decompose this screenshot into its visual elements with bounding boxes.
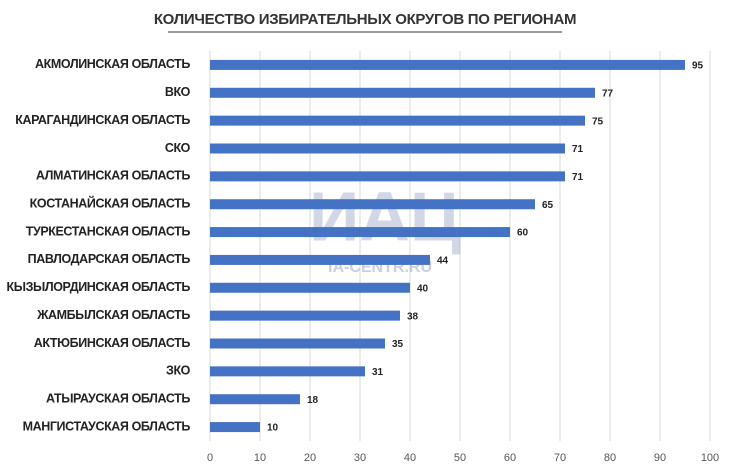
value-label: 35 — [392, 339, 404, 350]
bar — [210, 310, 400, 321]
y-tick-label: ЗКО — [166, 364, 191, 378]
y-tick-label: АКТЮБИНСКАЯ ОБЛАСТЬ — [34, 336, 191, 350]
value-label: 31 — [372, 367, 384, 378]
x-tick-label: 40 — [404, 452, 416, 464]
y-tick-label: ЖАМБЫЛСКАЯ ОБЛАСТЬ — [36, 308, 190, 322]
value-label: 60 — [517, 228, 529, 239]
x-tick-label: 80 — [604, 452, 616, 464]
x-tick-label: 0 — [207, 452, 213, 464]
x-tick-label: 10 — [254, 452, 266, 464]
x-tick-label: 30 — [354, 452, 366, 464]
y-tick-label: ПАВЛОДАРСКАЯ ОБЛАСТЬ — [28, 252, 191, 266]
value-label: 44 — [437, 256, 449, 267]
bar — [210, 171, 565, 182]
bar — [210, 87, 595, 98]
value-label: 75 — [592, 116, 604, 127]
y-tick-label: АЛМАТИНСКАЯ ОБЛАСТЬ — [36, 169, 191, 183]
bar — [210, 366, 365, 377]
x-tick-label: 50 — [454, 452, 466, 464]
y-tick-label: ТУРКЕСТАНСКАЯ ОБЛАСТЬ — [26, 224, 191, 238]
y-tick-label: АТЫРАУСКАЯ ОБЛАСТЬ — [46, 392, 190, 406]
x-tick-label: 20 — [304, 452, 316, 464]
y-tick-label: ВКО — [165, 85, 191, 99]
chart-title: КОЛИЧЕСТВО ИЗБИРАТЕЛЬНЫХ ОКРУГОВ ПО РЕГИ… — [154, 11, 576, 28]
value-label: 65 — [542, 200, 554, 211]
bar — [210, 282, 410, 293]
bar — [210, 59, 685, 70]
bar — [210, 199, 535, 210]
bar — [210, 115, 585, 126]
value-label: 38 — [407, 311, 419, 322]
bar — [210, 227, 510, 238]
bar — [210, 143, 565, 154]
y-tick-label: КЫЗЫЛОРДИНСКАЯ ОБЛАСТЬ — [7, 280, 191, 294]
y-tick-label: КОСТАНАЙСКАЯ ОБЛАСТЬ — [30, 196, 191, 211]
value-label: 71 — [572, 144, 584, 155]
value-label: 71 — [572, 172, 584, 183]
bar — [210, 394, 300, 405]
bar — [210, 422, 260, 433]
value-label: 77 — [602, 88, 614, 99]
x-tick-label: 90 — [654, 452, 666, 464]
bar — [210, 338, 385, 349]
y-tick-label: СКО — [165, 141, 191, 155]
y-tick-label: МАНГИСТАУСКАЯ ОБЛАСТЬ — [23, 419, 191, 433]
value-label: 40 — [417, 283, 429, 294]
value-label: 10 — [267, 423, 279, 434]
x-tick-label: 100 — [701, 452, 719, 464]
x-tick-label: 60 — [504, 452, 516, 464]
y-tick-label: АКМОЛИНСКАЯ ОБЛАСТЬ — [35, 57, 190, 71]
value-label: 95 — [692, 61, 704, 72]
y-tick-label: КАРАГАНДИНСКАЯ ОБЛАСТЬ — [15, 113, 190, 127]
bar — [210, 254, 430, 265]
value-label: 18 — [307, 395, 319, 406]
x-tick-label: 70 — [554, 452, 566, 464]
watermark-logo: ИАЦ — [309, 177, 461, 255]
